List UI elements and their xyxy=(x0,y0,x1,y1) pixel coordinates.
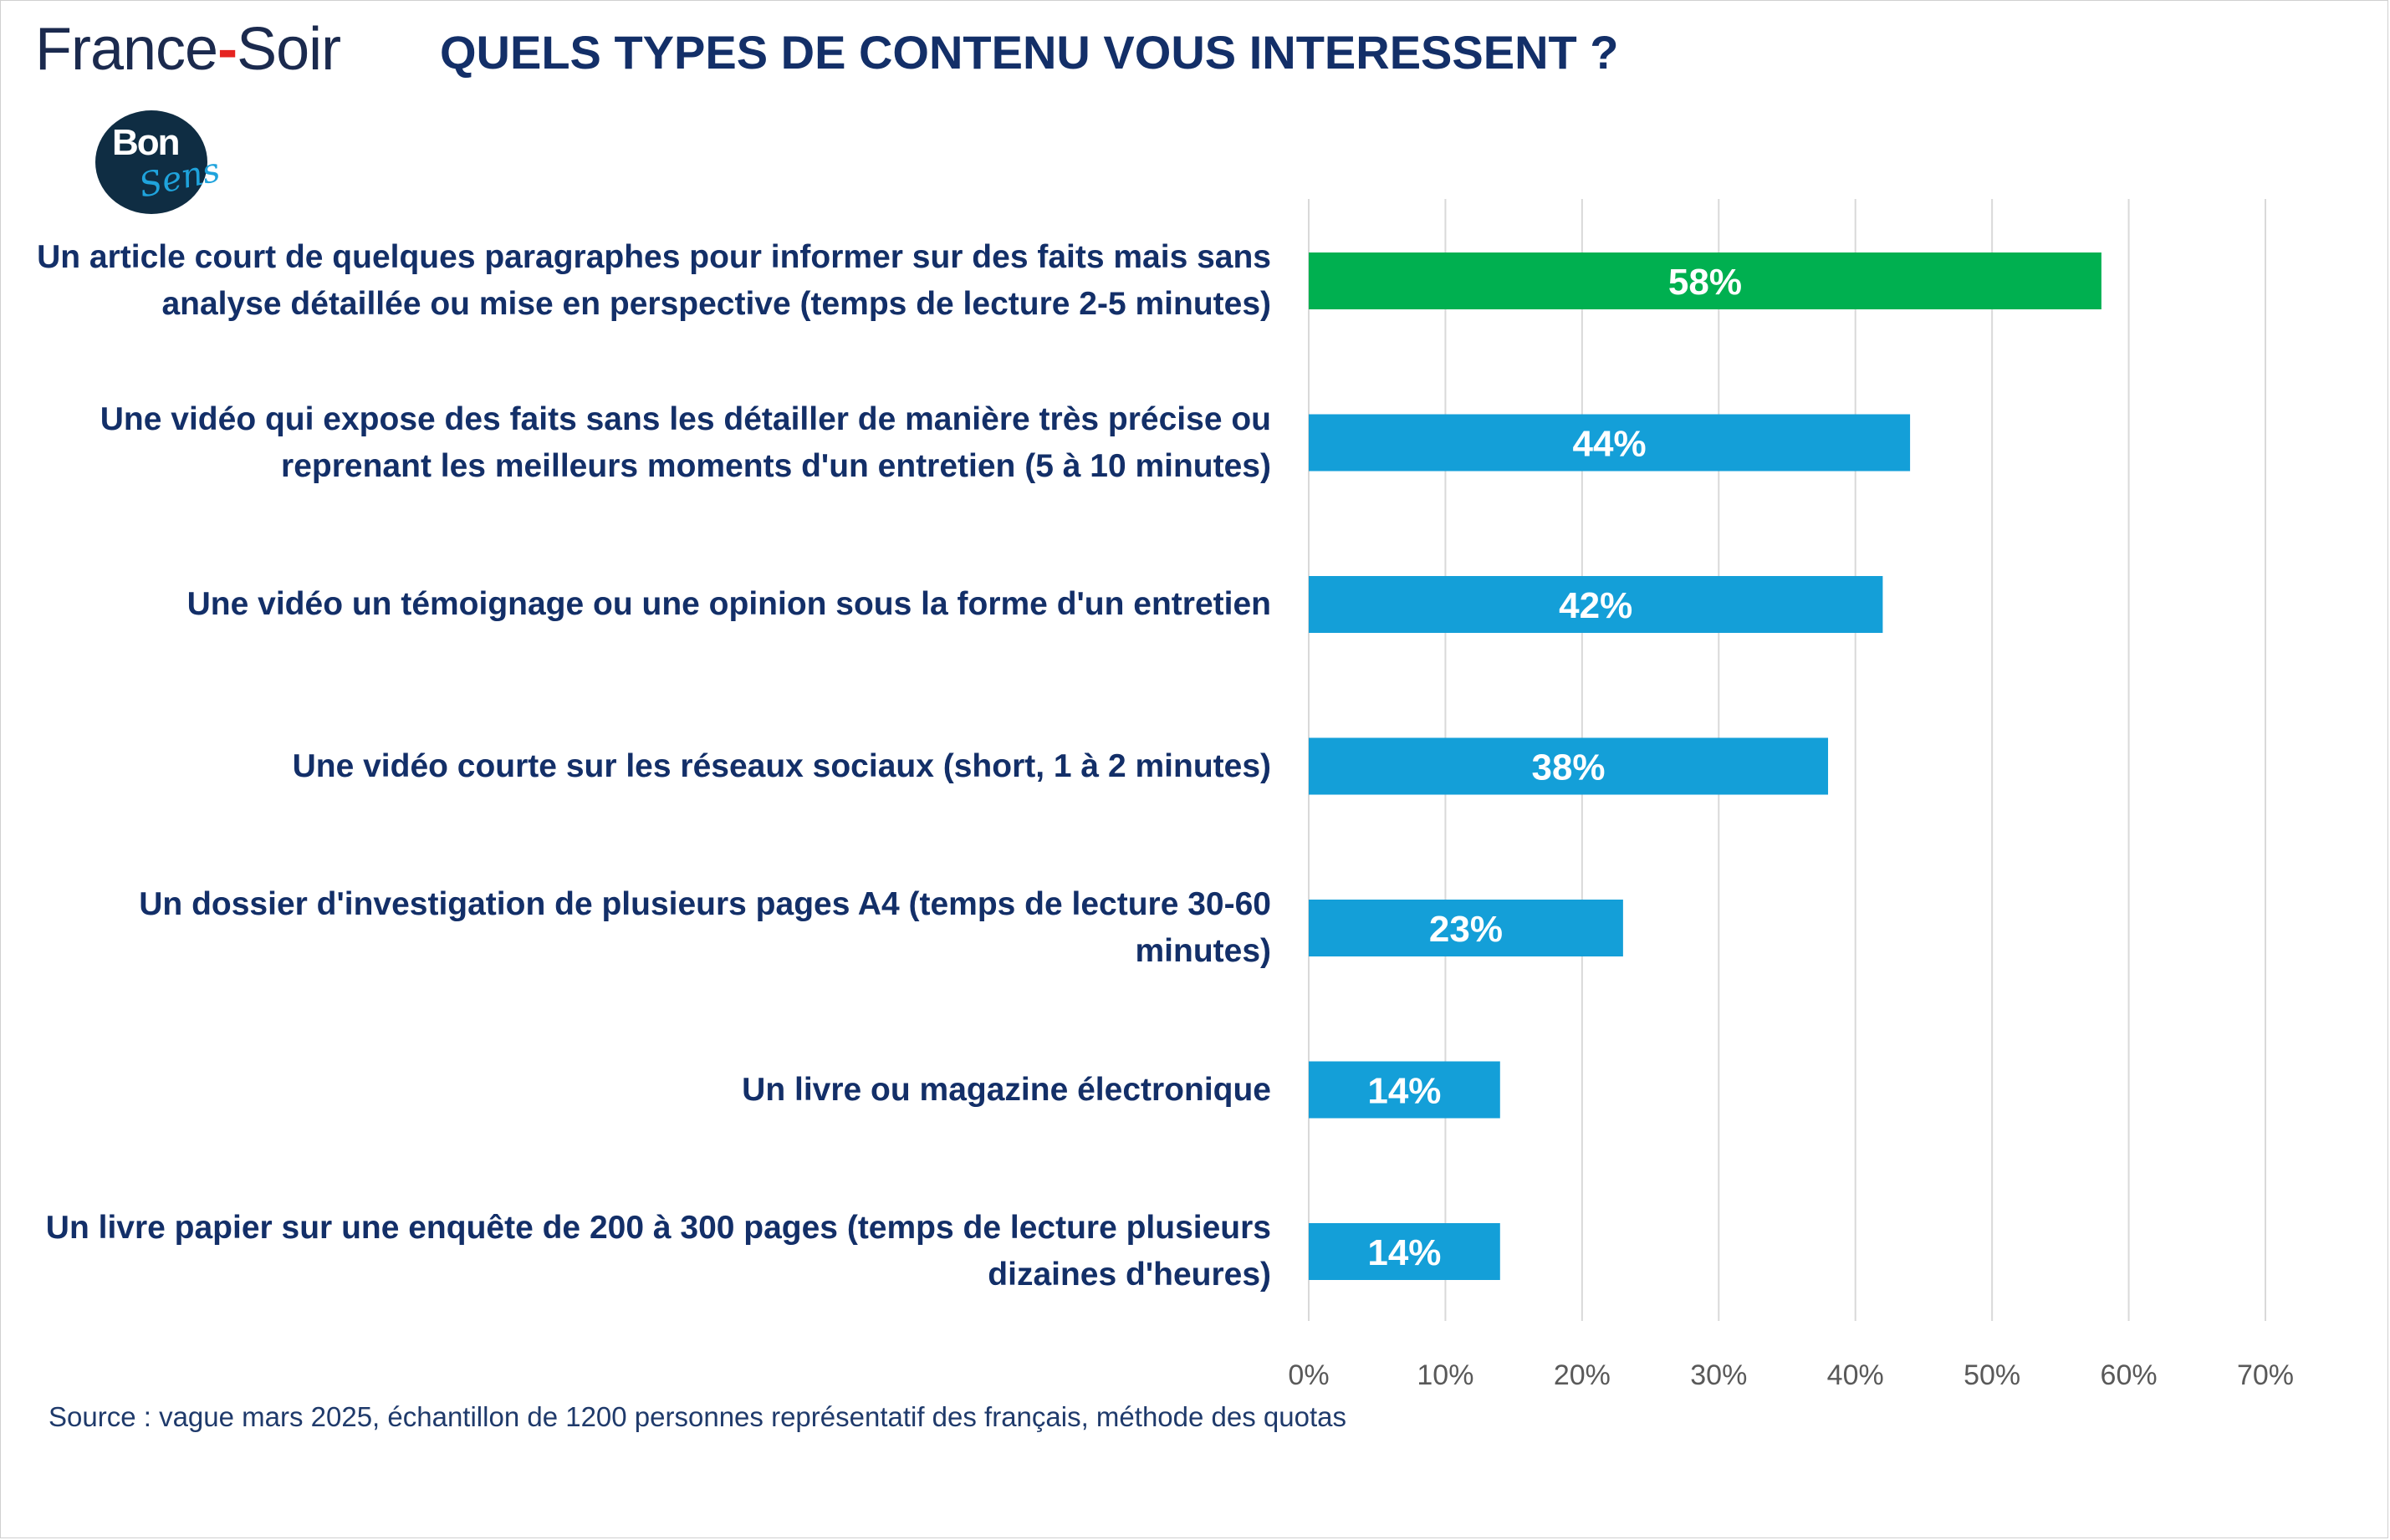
x-tick-label: 70% xyxy=(2237,1359,2294,1391)
category-label: Une vidéo un témoignage ou une opinion s… xyxy=(186,586,1271,622)
category-label: Une vidéo courte sur les réseaux sociaux… xyxy=(292,747,1271,784)
data-label: 58% xyxy=(1668,262,1742,303)
x-tick-label: 40% xyxy=(1827,1359,1884,1391)
x-tick-label: 10% xyxy=(1417,1359,1473,1391)
x-tick-label: 30% xyxy=(1690,1359,1747,1391)
bar xyxy=(1309,1223,1500,1280)
bar xyxy=(1309,576,1883,633)
data-label: 44% xyxy=(1573,424,1647,465)
bar xyxy=(1309,737,1829,795)
data-label: 38% xyxy=(1531,747,1605,788)
x-tick-label: 50% xyxy=(1964,1359,2020,1391)
category-label: Une vidéo qui expose des faits sans les … xyxy=(100,400,1271,484)
logo-top-word: Bon xyxy=(112,122,181,163)
bar xyxy=(1309,252,2101,309)
brand-dash: - xyxy=(217,16,237,83)
x-tick-label: 60% xyxy=(2101,1359,2158,1391)
bar xyxy=(1309,414,1911,472)
data-label: 14% xyxy=(1367,1232,1441,1273)
bar xyxy=(1309,1061,1500,1119)
category-label: Un dossier d'investigation de plusieurs … xyxy=(139,886,1271,969)
category-label: Un livre papier sur une enquête de 200 à… xyxy=(45,1210,1271,1293)
data-label: 14% xyxy=(1367,1071,1441,1112)
brand-logo: France-Soir xyxy=(35,15,341,84)
x-tick-label: 20% xyxy=(1554,1359,1611,1391)
chart-title: QUELS TYPES DE CONTENU VOUS INTERESSENT … xyxy=(440,26,1619,79)
brand-name-left: France xyxy=(35,16,218,83)
x-tick-label: 0% xyxy=(1288,1359,1329,1391)
source-note: Source : vague mars 2025, échantillon de… xyxy=(49,1401,1346,1432)
brand-name-right: Soir xyxy=(237,16,341,83)
bon-sens-logo: Bon Sens xyxy=(95,110,223,214)
category-label: Un article court de quelques paragraphes… xyxy=(37,239,1271,322)
category-label: Un livre ou magazine électronique xyxy=(742,1071,1271,1108)
data-label: 42% xyxy=(1559,585,1632,626)
bar xyxy=(1309,900,1623,956)
data-label: 23% xyxy=(1429,909,1503,950)
